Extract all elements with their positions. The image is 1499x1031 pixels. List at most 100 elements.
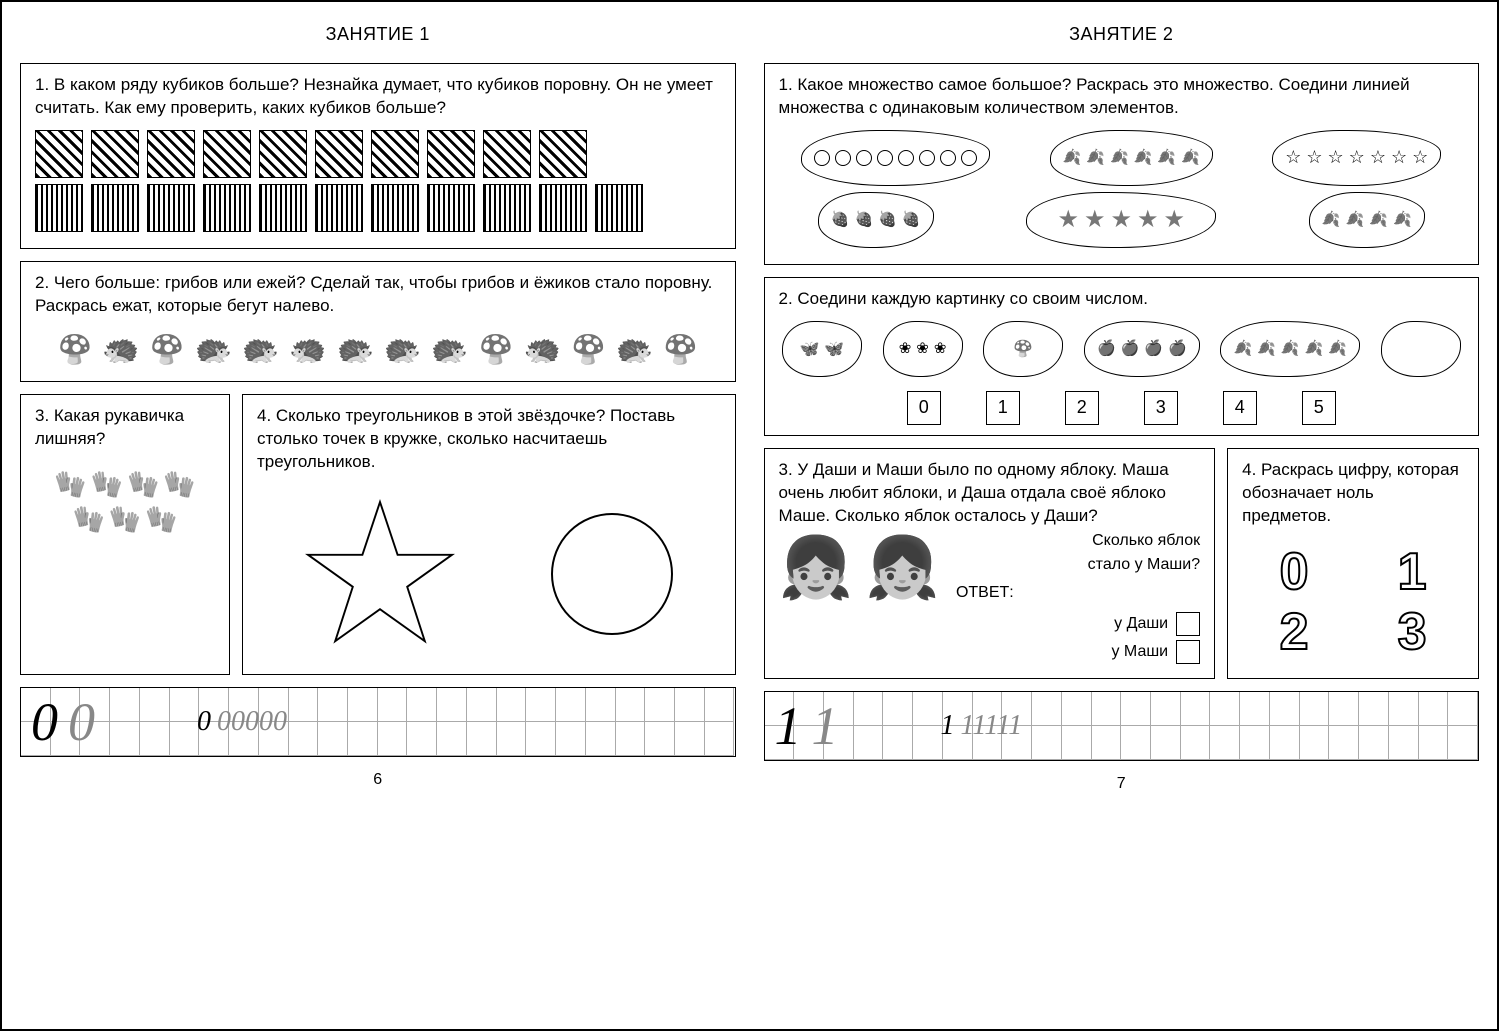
exercise-1-sets: 1. Какое множество самое большое? Раскра… [764, 63, 1480, 265]
stars-outline-icon [1285, 147, 1301, 168]
answer-dasha: у Даши [956, 612, 1200, 636]
cube-diagonal [427, 130, 475, 178]
answer-masha-label: у Маши [1111, 643, 1168, 661]
cube-vertical [147, 184, 195, 232]
outline-digit: 3 [1398, 606, 1427, 658]
leaves-icon [1157, 148, 1176, 167]
hedgehog-right-icon [289, 332, 326, 367]
mushroom-icon [571, 333, 606, 366]
cube-vertical [595, 184, 643, 232]
hedgehog-left-icon [242, 332, 279, 367]
page-right: ЗАНЯТИЕ 2 1. Какое множество самое больш… [764, 20, 1480, 1011]
rq1-text: 1. Какое множество самое большое? Раскра… [779, 74, 1465, 120]
stars-filled-icon [1137, 205, 1159, 234]
mitten-icon [91, 469, 123, 500]
page-number-left: 6 [20, 771, 736, 789]
leaves-icon [1233, 339, 1252, 358]
hedgehog-scene [35, 328, 721, 371]
leaves-icon [1322, 210, 1341, 229]
writing-practice-1: for(let i=0;i<48;i++)document.write('<di… [764, 691, 1480, 761]
answer-dasha-label: у Даши [1114, 615, 1168, 633]
strawberries-icon [902, 210, 921, 229]
rq3-text: 3. У Даши и Маши было по одному яблоку. … [779, 459, 1201, 528]
set-blob [782, 321, 862, 377]
butterflies-icon [824, 339, 844, 359]
q2-text: 2. Чего больше: грибов или ежей? Сделай … [35, 272, 721, 318]
mitten-icon [163, 469, 195, 500]
stars-outline-icon [1391, 147, 1407, 168]
flowers-icon [916, 339, 929, 358]
set-blob [818, 192, 934, 248]
strawberries-icon [831, 210, 850, 229]
set-blob [1220, 321, 1359, 377]
cube-diagonal [35, 130, 83, 178]
lesson-title-2: ЗАНЯТИЕ 2 [764, 24, 1480, 45]
mushroom-icon [663, 333, 698, 366]
mitten-icon [127, 469, 159, 500]
number-box: 2 [1065, 391, 1099, 425]
q4-text: 4. Сколько треугольников в этой звёздочк… [257, 405, 721, 474]
circles-icon [919, 150, 935, 166]
mitten-icon [72, 504, 104, 535]
circles-icon [898, 150, 914, 166]
leaves-icon [1328, 339, 1347, 358]
hedgehog-right-icon [102, 332, 139, 367]
apples-icon [1121, 339, 1140, 358]
stars-filled-icon [1110, 205, 1132, 234]
set-blob [1026, 192, 1216, 248]
hedgehog-left-icon [384, 332, 421, 367]
cube-diagonal [483, 130, 531, 178]
number-row: 012345 [779, 391, 1465, 425]
circles-icon [877, 150, 893, 166]
digits-grid: 0123 [1242, 538, 1464, 666]
number-box: 4 [1223, 391, 1257, 425]
exercise-3-mittens: 3. Какая рукавичка лишняя? [20, 394, 230, 675]
cube-vertical [539, 184, 587, 232]
hedgehog-left-icon [616, 332, 653, 367]
flowers-icon [934, 339, 947, 358]
mitten-icon [54, 469, 86, 500]
exercise-4-digits: 4. Раскрась цифру, которая обозначает но… [1227, 448, 1479, 679]
circles-icon [856, 150, 872, 166]
writing-practice-0: for(let i=0;i<48;i++)document.write('<di… [20, 687, 736, 757]
mitten-icon [145, 504, 177, 535]
set-blob [1084, 321, 1200, 377]
stars-outline-icon [1306, 147, 1322, 168]
q3-text: 3. Какая рукавичка лишняя? [35, 405, 215, 451]
circles-icon [835, 150, 851, 166]
cube-vertical [483, 184, 531, 232]
mushroom-icon [57, 333, 92, 366]
strawberries-icon [878, 210, 897, 229]
cubes-row-top [35, 130, 721, 178]
rq4-text: 4. Раскрась цифру, которая обозначает но… [1242, 459, 1464, 528]
leaves-icon [1181, 148, 1200, 167]
row-rq3-rq4: 3. У Даши и Маши было по одному яблоку. … [764, 448, 1480, 679]
apples-icon [1144, 339, 1163, 358]
q1-text: 1. В каком ряду кубиков больше? Незнайка… [35, 74, 721, 120]
stars-outline-icon [1370, 147, 1386, 168]
cube-vertical [203, 184, 251, 232]
set-blob [1050, 130, 1213, 186]
hedgehog-left-icon [431, 332, 468, 367]
circles-icon [961, 150, 977, 166]
apples-icon [1097, 339, 1116, 358]
sub-question-1: Сколько яблок [956, 532, 1200, 550]
stars-outline-icon [1328, 147, 1344, 168]
hedgehog-right-icon [524, 332, 561, 367]
hedgehog-left-icon [337, 332, 374, 367]
exercise-2-hedgehogs: 2. Чего больше: грибов или ежей? Сделай … [20, 261, 736, 382]
mushroom-icon [150, 333, 185, 366]
mittens-cluster [35, 461, 215, 543]
stars-outline-icon [1412, 147, 1428, 168]
set-blob [801, 130, 990, 186]
leaves-icon [1346, 210, 1365, 229]
stars-filled-icon [1164, 205, 1186, 234]
answer-box-icon [1176, 640, 1200, 664]
girl-dasha-icon [779, 532, 854, 603]
outline-digit: 0 [1280, 546, 1309, 598]
sets-row-top [779, 130, 1465, 186]
mushroom-icon [479, 333, 514, 366]
match-blobs [779, 321, 1465, 377]
leaves-icon [1281, 339, 1300, 358]
number-box: 3 [1144, 391, 1178, 425]
